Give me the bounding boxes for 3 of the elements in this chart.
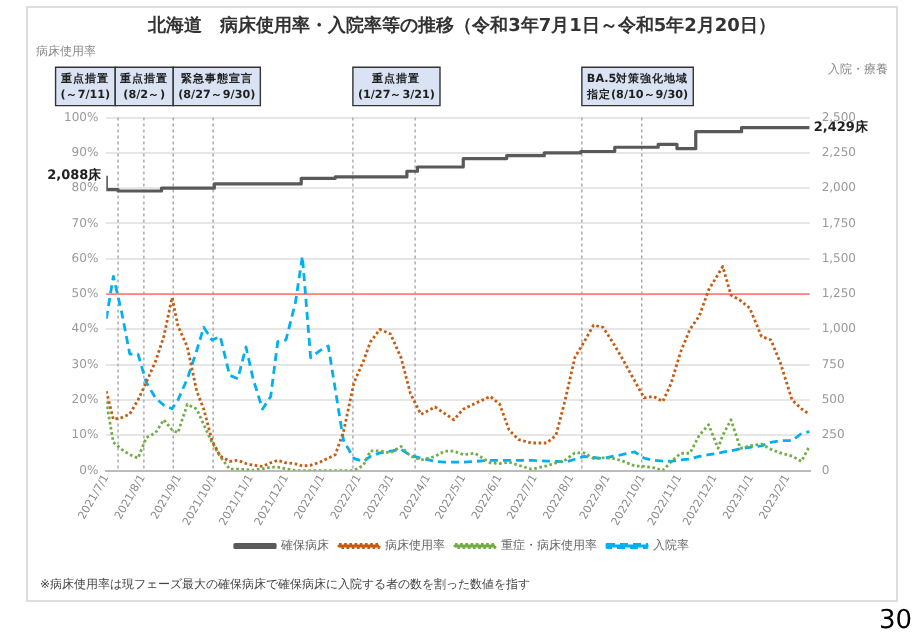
- line-series: [106, 399, 810, 471]
- chart-title: 北海道 病床使用率・入院率等の推移（令和3年7月1日～令和5年2月20日）: [146, 15, 776, 38]
- text: 30: [878, 606, 912, 636]
